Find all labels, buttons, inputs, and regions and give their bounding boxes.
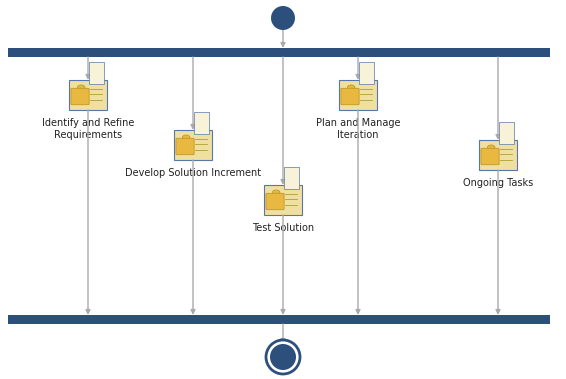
Circle shape bbox=[348, 85, 355, 90]
Ellipse shape bbox=[270, 344, 296, 370]
Circle shape bbox=[182, 135, 190, 140]
FancyBboxPatch shape bbox=[339, 80, 377, 110]
Text: Identify and Refine
Requirements: Identify and Refine Requirements bbox=[42, 118, 134, 139]
Text: Test Solution: Test Solution bbox=[252, 223, 314, 233]
FancyBboxPatch shape bbox=[284, 167, 299, 189]
FancyBboxPatch shape bbox=[71, 88, 89, 105]
FancyBboxPatch shape bbox=[264, 185, 302, 215]
Text: Develop Solution Increment: Develop Solution Increment bbox=[125, 168, 261, 178]
FancyBboxPatch shape bbox=[479, 140, 517, 170]
FancyBboxPatch shape bbox=[341, 88, 359, 105]
FancyBboxPatch shape bbox=[481, 148, 499, 165]
Text: Ongoing Tasks: Ongoing Tasks bbox=[463, 178, 533, 188]
FancyBboxPatch shape bbox=[8, 315, 550, 324]
Circle shape bbox=[78, 85, 85, 90]
Circle shape bbox=[272, 190, 280, 195]
FancyBboxPatch shape bbox=[89, 62, 104, 84]
Text: Plan and Manage
Iteration: Plan and Manage Iteration bbox=[316, 118, 400, 139]
FancyBboxPatch shape bbox=[69, 80, 107, 110]
FancyBboxPatch shape bbox=[359, 62, 374, 84]
FancyBboxPatch shape bbox=[174, 130, 212, 160]
FancyBboxPatch shape bbox=[266, 193, 284, 210]
Ellipse shape bbox=[271, 6, 295, 30]
Ellipse shape bbox=[266, 340, 300, 374]
FancyBboxPatch shape bbox=[499, 122, 514, 144]
FancyBboxPatch shape bbox=[8, 48, 550, 57]
Circle shape bbox=[487, 145, 495, 150]
FancyBboxPatch shape bbox=[194, 112, 209, 134]
FancyBboxPatch shape bbox=[176, 138, 194, 155]
